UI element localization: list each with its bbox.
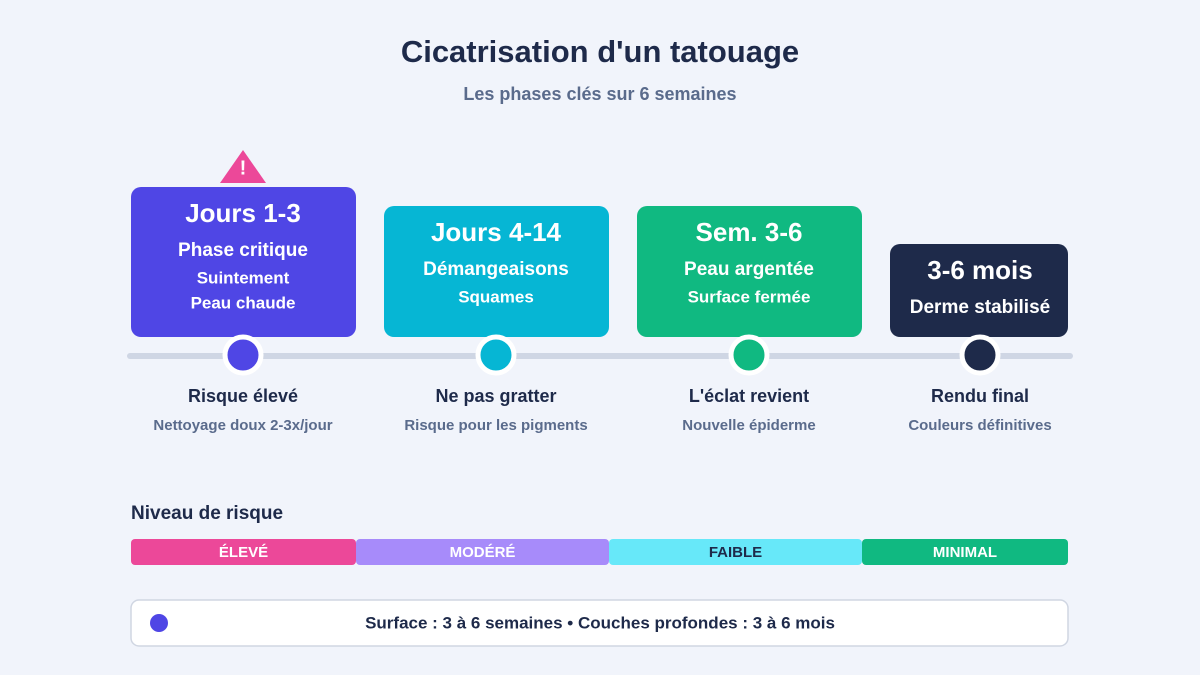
phase-note: Risque pour les pigments <box>404 417 587 434</box>
timeline-node <box>959 334 1001 376</box>
title: Cicatrisation d'un tatouage <box>401 34 799 69</box>
phase-label: Risque élevé <box>188 386 298 406</box>
phase-label: Rendu final <box>931 386 1029 406</box>
phase-title: Sem. 3-6 <box>696 217 803 247</box>
phase-card <box>384 206 609 337</box>
subtitle: Les phases clés sur 6 semaines <box>463 84 736 104</box>
phase-line: Squames <box>458 287 534 306</box>
phase-note: Nouvelle épiderme <box>682 417 815 434</box>
risk-level: MODÉRÉ <box>450 544 516 561</box>
phase-line: Peau argentée <box>684 259 814 280</box>
footer-text: Surface : 3 à 6 semaines • Couches profo… <box>365 613 835 632</box>
phase-label: Ne pas gratter <box>435 386 556 406</box>
risk-title: Niveau de risque <box>131 503 283 524</box>
timeline-node <box>475 334 517 376</box>
phase-line: Phase critique <box>178 240 308 261</box>
risk-level: ÉLEVÉ <box>219 544 268 561</box>
phase-note: Nettoyage doux 2-3x/jour <box>153 417 332 434</box>
phase-line: Démangeaisons <box>423 259 569 280</box>
warning-mark: ! <box>240 157 247 179</box>
phase-title: Jours 1-3 <box>185 198 301 228</box>
timeline-node <box>222 334 264 376</box>
phase-note: Couleurs définitives <box>908 417 1051 434</box>
footer-box <box>130 599 1069 647</box>
phase-card <box>637 206 862 337</box>
phase-line: Suintement <box>197 268 290 287</box>
phase-title: 3-6 mois <box>927 255 1033 285</box>
risk-segment <box>356 539 609 565</box>
phase-line: Peau chaude <box>191 293 296 312</box>
phase-card <box>131 187 356 337</box>
phase-title: Jours 4-14 <box>431 217 562 247</box>
risk-segment <box>131 539 356 565</box>
risk-segment <box>862 539 1068 565</box>
risk-level: FAIBLE <box>709 544 762 561</box>
footer-dot <box>150 614 168 632</box>
phase-label: L'éclat revient <box>689 386 809 406</box>
phase-line: Derme stabilisé <box>910 297 1050 318</box>
phase-card <box>890 244 1068 337</box>
phase-line: Surface fermée <box>688 287 811 306</box>
warning-icon <box>220 150 266 183</box>
risk-segment <box>609 539 862 565</box>
timeline-node <box>728 334 770 376</box>
risk-level: MINIMAL <box>933 544 997 561</box>
